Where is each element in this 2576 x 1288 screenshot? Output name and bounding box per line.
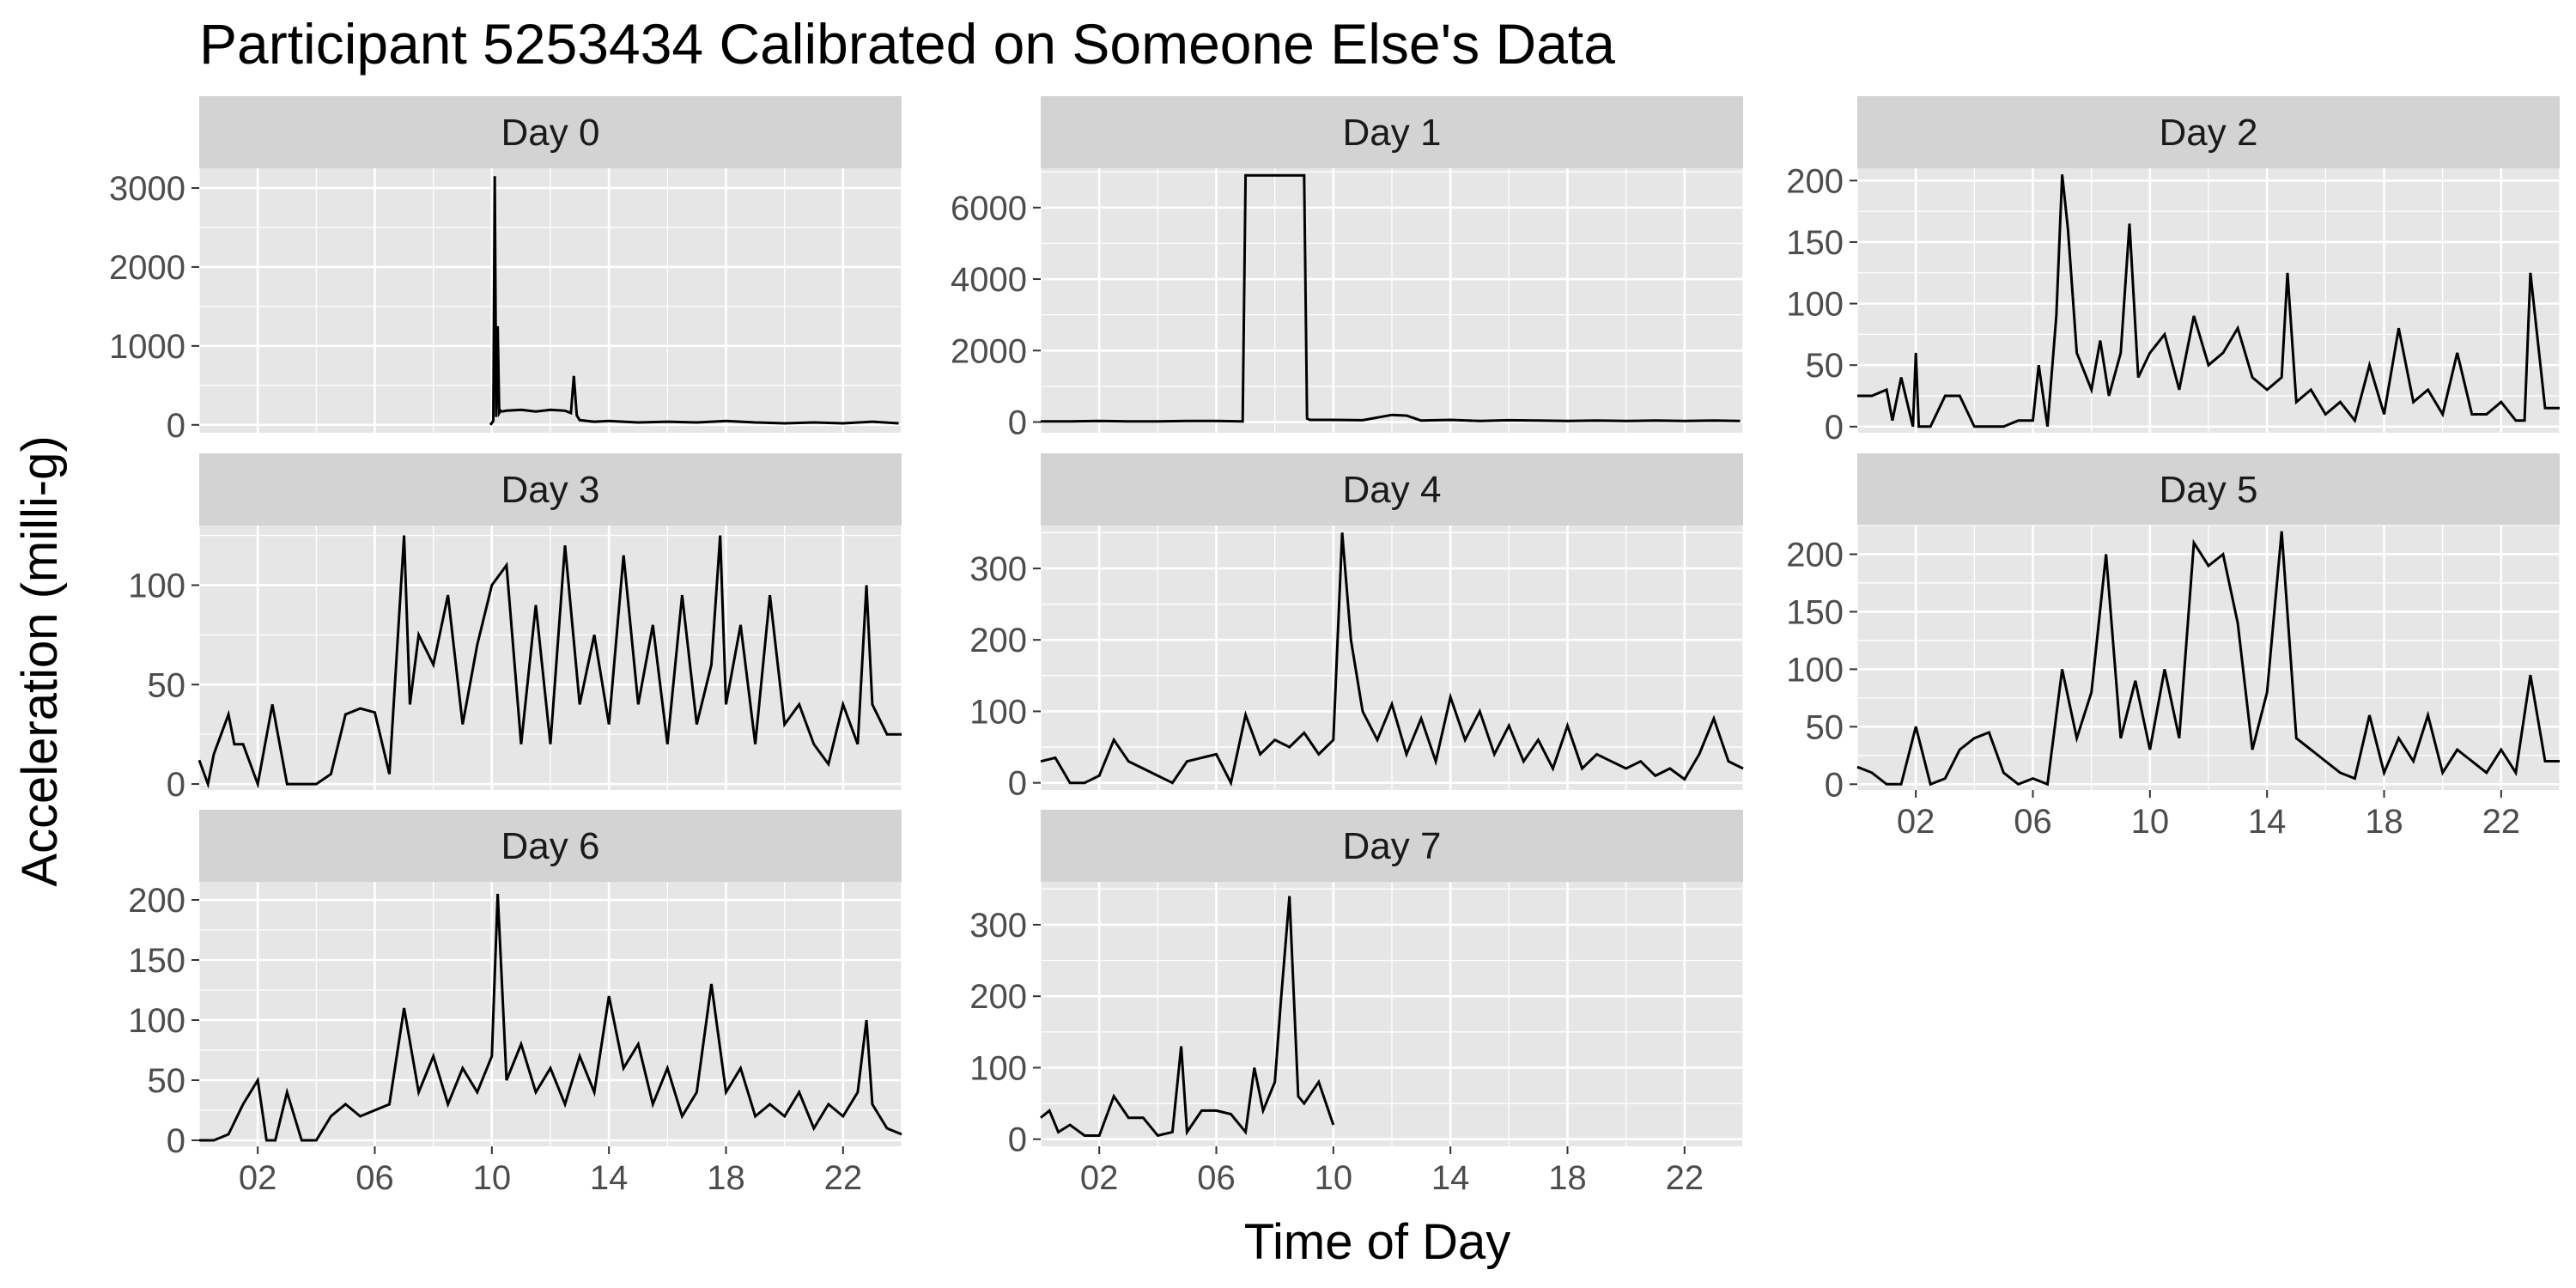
facet-panel-2: Day 2 0 50 100 150 200 [1786,96,2561,447]
series-line [199,893,902,1142]
y-tick-label: 200 [969,978,1027,1016]
y-tick-label: 200 [1786,536,1844,574]
series-line [1040,896,1335,1138]
x-tick-label: 02 [1080,1159,1119,1197]
facet-strip-label: Day 6 [501,825,600,867]
y-tick-label: 0 [1825,766,1844,804]
y-tick-label: 0 [167,766,185,804]
x-tick-label: 02 [239,1159,277,1197]
y-tick-label: 150 [1786,224,1844,262]
x-tick-label: 06 [1197,1159,1236,1197]
y-tick-label: 100 [969,693,1027,731]
facet-strip [1857,453,2560,526]
series-line [1041,173,1741,423]
series-line [489,176,899,426]
x-tick-label: 10 [473,1159,512,1197]
facet-strip-label: Day 2 [2160,112,2258,154]
y-tick-label: 100 [128,567,185,605]
y-tick-label: 6000 [951,190,1027,228]
y-tick-label: 200 [969,622,1027,659]
x-tick-label: 06 [355,1159,394,1197]
facet-strip [1041,96,1743,168]
y-tick-label: 100 [1786,286,1844,324]
x-tick-label: 18 [2365,803,2403,841]
facet-strip [1041,810,1743,882]
y-tick-label: 300 [969,550,1027,588]
x-tick-label: 14 [590,1159,629,1197]
y-tick-label: 4000 [951,261,1027,299]
y-tick-label: 200 [128,882,185,920]
facet-panel-1: Day 1 0 2000 4000 6000 [951,96,1744,442]
y-tick-label: 100 [128,1002,185,1040]
series-line [1040,532,1744,787]
y-tick-label: 0 [1008,765,1027,803]
y-tick-label: 0 [1825,409,1844,447]
x-axis-title: Time of Day [1244,1214,1510,1270]
y-axis-title: Acceleration (milli-g) [12,435,68,886]
y-tick-label: 0 [1008,404,1027,442]
chart-title: Participant 5253434 Calibrated on Someon… [199,12,1615,76]
y-tick-label: 50 [148,666,186,704]
y-tick-label: 200 [1786,162,1844,200]
y-tick-label: 150 [128,942,185,980]
x-tick-label: 22 [1666,1159,1704,1197]
y-tick-label: 0 [167,1122,185,1160]
x-tick-label: 10 [2131,803,2170,841]
facet-panel-4: Day 4 0 100 200 300 [969,453,1744,803]
y-tick-label: 2000 [109,249,185,287]
x-tick-label: 14 [2248,803,2287,841]
facet-panel-3: Day 3 0 50 100 [128,453,902,804]
series-line [1856,531,2560,787]
facet-panel-7: Day 7 0 100 200 300 02 06 10 14 18 22 [969,810,1744,1197]
y-tick-label: 2000 [951,332,1027,370]
x-tick-label: 02 [1897,803,1935,841]
facet-strip [1857,96,2560,168]
x-tick-label: 18 [707,1159,745,1197]
x-tick-label: 14 [1431,1159,1470,1197]
facet-strip [199,810,902,882]
y-tick-label: 1000 [109,328,185,366]
series-line [197,535,902,789]
y-tick-label: 300 [969,907,1027,945]
y-tick-label: 50 [1806,347,1844,385]
facet-panel-5: Day 5 0 50 100 150 200 02 06 10 14 18 22 [1786,453,2561,841]
facet-strip-label: Day 3 [501,469,600,511]
facet-strip [199,453,902,526]
x-tick-label: 06 [2014,803,2052,841]
facet-strip-label: Day 1 [1343,112,1442,154]
x-tick-label: 10 [1315,1159,1353,1197]
x-tick-label: 18 [1548,1159,1587,1197]
facet-strip-label: Day 7 [1343,825,1442,867]
y-tick-label: 100 [1786,651,1844,689]
facet-strip-label: Day 5 [2160,469,2258,511]
y-tick-label: 3000 [109,170,185,208]
y-tick-label: 50 [1806,708,1844,746]
facet-panel-6: Day 6 0 50 100 150 200 02 06 10 14 18 22 [128,810,902,1197]
x-tick-label: 22 [824,1159,863,1197]
series-line [1857,174,2560,428]
y-tick-label: 50 [148,1062,186,1100]
facet-panel-0: Day 0 0 1000 2000 3000 [109,96,902,445]
facet-strip [1041,453,1743,526]
facet-strip [199,96,902,168]
facet-strip-label: Day 4 [1343,469,1442,511]
facet-strip-label: Day 0 [501,112,600,154]
y-tick-label: 0 [1008,1121,1027,1159]
y-tick-label: 0 [167,407,185,445]
y-tick-label: 100 [969,1049,1027,1087]
y-tick-label: 150 [1786,593,1844,631]
x-tick-label: 22 [2482,803,2521,841]
